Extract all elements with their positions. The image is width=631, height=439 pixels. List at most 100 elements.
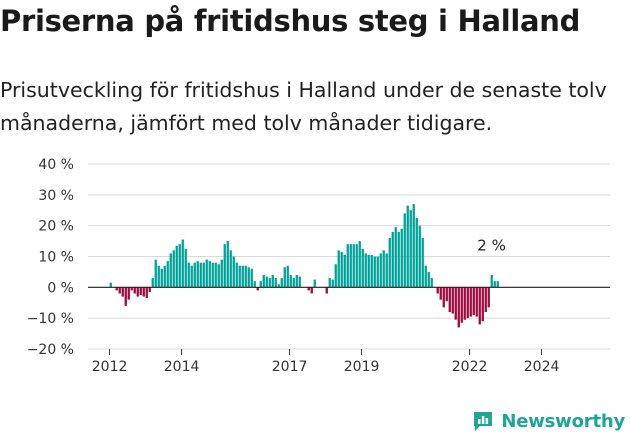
bar <box>328 278 331 288</box>
bar <box>214 262 217 288</box>
logo-text: Newsworthy <box>501 410 625 432</box>
bar <box>184 248 187 288</box>
bar <box>115 287 118 291</box>
bar <box>382 250 385 288</box>
bar <box>466 287 469 319</box>
bar <box>121 287 124 297</box>
bar <box>439 287 442 300</box>
bar <box>199 262 202 288</box>
bar <box>445 287 448 302</box>
bar <box>460 287 463 323</box>
bar <box>142 287 145 297</box>
y-tick-label: 40 % <box>38 157 74 173</box>
bar <box>178 244 181 288</box>
bar <box>109 282 112 288</box>
bar <box>397 231 400 288</box>
bar <box>361 248 364 288</box>
newsworthy-logo-icon <box>474 412 493 431</box>
bar <box>163 265 166 288</box>
bar <box>232 256 235 288</box>
chart-title: Priserna på fritidshus steg i Halland <box>0 4 581 38</box>
bar <box>355 244 358 288</box>
bar <box>370 254 373 288</box>
bar <box>202 262 205 288</box>
bar <box>475 287 478 317</box>
bar <box>334 264 337 288</box>
bar <box>421 238 424 288</box>
bar <box>253 281 256 288</box>
latest-value-annotation: 2 % <box>477 236 506 254</box>
bar <box>325 287 328 294</box>
bar <box>250 268 253 288</box>
bar <box>136 287 139 297</box>
y-tick-label: −20 % <box>27 342 74 358</box>
bar <box>346 244 349 288</box>
bar <box>376 256 379 288</box>
bar <box>481 287 484 322</box>
bar <box>154 259 157 288</box>
y-tick-label: 20 % <box>38 219 74 235</box>
bar <box>331 279 334 288</box>
bar <box>226 241 229 288</box>
bar <box>217 264 220 288</box>
bar <box>190 265 193 288</box>
bar <box>235 262 238 288</box>
bar <box>256 287 259 291</box>
bar <box>151 278 154 288</box>
x-tick-label: 2012 <box>92 359 128 375</box>
bar <box>478 287 481 325</box>
bar <box>172 250 175 288</box>
bar <box>277 284 280 288</box>
bar <box>403 213 406 288</box>
bar <box>169 253 172 288</box>
bar <box>496 281 499 288</box>
bar <box>313 279 316 288</box>
bar <box>310 287 313 294</box>
y-tick-label: 0 % <box>47 280 74 296</box>
bar <box>265 276 268 288</box>
bar <box>424 265 427 288</box>
y-tick-label: −10 % <box>27 311 74 327</box>
x-tick-label: 2019 <box>344 359 380 375</box>
bar <box>442 287 445 308</box>
bar <box>181 239 184 288</box>
bar <box>193 262 196 288</box>
bar <box>469 287 472 317</box>
bar <box>379 253 382 288</box>
bar <box>388 238 391 288</box>
bar <box>454 287 457 320</box>
bar <box>139 287 142 296</box>
bar <box>400 228 403 288</box>
bar <box>241 265 244 288</box>
newsworthy-logo: Newsworthy <box>471 409 625 433</box>
bar-chart: 40 % 30 % 20 % 10 % 0 % −10 % −20 % 2012 2014 20… <box>27 157 610 375</box>
bar <box>292 278 295 288</box>
bar <box>373 256 376 288</box>
bar <box>157 265 160 288</box>
bar <box>406 205 409 288</box>
bar <box>244 265 247 288</box>
bar <box>145 287 148 299</box>
bar <box>166 261 169 288</box>
bar <box>451 287 454 314</box>
bar <box>148 287 151 292</box>
bar <box>124 287 127 306</box>
bar <box>274 278 277 288</box>
bar <box>367 254 370 288</box>
x-tick-label: 2014 <box>164 359 200 375</box>
bar <box>349 244 352 288</box>
bar <box>127 287 130 300</box>
bar <box>286 265 289 288</box>
bar <box>463 287 466 320</box>
bar <box>187 262 190 288</box>
y-tick-label: 30 % <box>38 188 74 204</box>
bar <box>493 281 496 288</box>
bar <box>436 287 439 294</box>
bar <box>307 287 310 291</box>
bar <box>343 254 346 288</box>
bar <box>271 275 274 288</box>
bar <box>238 265 241 288</box>
bar <box>130 287 133 291</box>
bar <box>229 250 232 288</box>
bar <box>211 262 214 288</box>
